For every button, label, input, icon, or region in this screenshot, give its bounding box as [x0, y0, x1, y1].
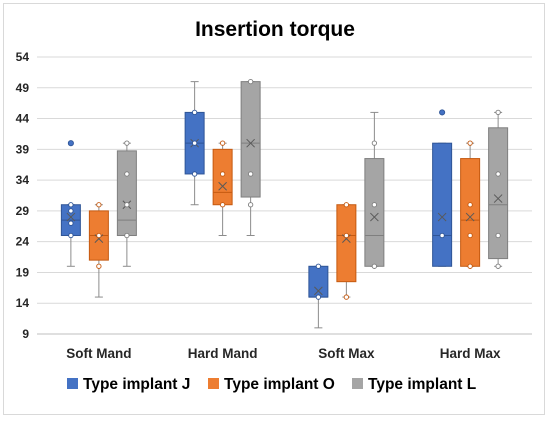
data-point	[247, 202, 254, 208]
x-category-label: Hard Mand	[188, 346, 258, 361]
mean-marker	[66, 212, 76, 222]
box	[488, 127, 509, 260]
data-point	[219, 140, 226, 146]
legend-swatch	[352, 378, 363, 389]
y-tick-label: 34	[16, 173, 30, 187]
data-point	[96, 202, 102, 208]
data-point	[495, 109, 501, 116]
data-point	[495, 171, 501, 177]
data-point	[467, 202, 473, 208]
outlier-point	[67, 140, 74, 147]
outlier-point	[439, 109, 446, 116]
legend-label: Type implant O	[224, 376, 335, 393]
y-tick-label: 44	[16, 112, 30, 126]
chart-frame	[3, 3, 545, 415]
data-point	[439, 232, 445, 239]
legend-label: Type implant J	[83, 376, 190, 393]
mean-marker	[94, 234, 104, 243]
data-point	[219, 202, 226, 208]
data-point	[219, 171, 226, 177]
data-point	[124, 171, 130, 177]
data-point	[315, 263, 322, 269]
chart-title: Insertion torque	[195, 18, 355, 41]
box	[432, 142, 453, 267]
y-axis: 9 14 19 24 29 34 39 44 49 54	[16, 50, 30, 341]
x-category-label: Hard Max	[440, 346, 501, 361]
x-axis-categories: Soft Mand Hard Mand Soft Max Hard Max	[66, 346, 501, 361]
y-tick-label: 19	[16, 265, 30, 279]
data-point	[68, 220, 74, 226]
data-point	[96, 263, 102, 269]
data-point	[96, 232, 102, 239]
box	[364, 158, 385, 267]
mean-marker	[218, 181, 227, 191]
y-tick-label: 54	[16, 50, 30, 64]
gridlines	[37, 56, 532, 335]
data-point	[371, 140, 378, 146]
data-point	[191, 171, 198, 177]
y-tick-label: 24	[16, 235, 30, 249]
data-point	[124, 232, 130, 239]
data-point	[343, 232, 350, 239]
data-point	[371, 202, 378, 208]
data-point	[495, 232, 501, 239]
data-point	[343, 294, 350, 300]
box	[460, 158, 481, 267]
y-tick-label: 49	[16, 81, 30, 95]
mean-marker	[314, 286, 323, 296]
data-point	[68, 208, 74, 214]
data-point	[68, 202, 74, 208]
data-point	[467, 140, 473, 146]
box	[336, 204, 357, 283]
series-type-implant-l	[116, 78, 509, 269]
x-category-label: Soft Mand	[66, 346, 131, 361]
mean-marker	[493, 194, 503, 203]
data-point	[495, 263, 501, 269]
series-type-implant-j	[60, 81, 453, 329]
legend: Type implant J Type implant O Type implant…	[67, 376, 476, 393]
y-tick-label: 39	[16, 142, 30, 156]
data-point	[68, 232, 74, 239]
x-category-label: Soft Max	[318, 346, 375, 361]
series-type-implant-o	[88, 140, 481, 300]
legend-label: Type implant L	[368, 376, 476, 393]
mean-marker	[370, 212, 379, 222]
legend-swatch	[208, 378, 219, 389]
data-point	[467, 232, 473, 239]
y-tick-label: 14	[16, 296, 30, 310]
data-point	[247, 78, 254, 85]
mean-marker	[465, 212, 475, 222]
data-point	[247, 171, 254, 177]
box-plot-series	[60, 78, 509, 329]
data-point	[191, 140, 198, 146]
data-point	[124, 140, 130, 146]
box	[116, 150, 137, 237]
box	[240, 81, 261, 198]
y-tick-label: 29	[16, 204, 30, 218]
legend-swatch	[67, 378, 78, 389]
box	[212, 148, 233, 206]
mean-marker	[437, 212, 447, 222]
mean-marker	[246, 138, 255, 148]
data-point	[124, 202, 130, 208]
y-tick-label: 9	[22, 327, 29, 341]
data-point	[315, 294, 322, 300]
data-point	[191, 109, 198, 116]
data-point	[467, 263, 473, 269]
data-point	[343, 202, 350, 208]
mean-marker	[342, 234, 351, 243]
box	[308, 265, 329, 298]
data-point	[371, 263, 378, 269]
